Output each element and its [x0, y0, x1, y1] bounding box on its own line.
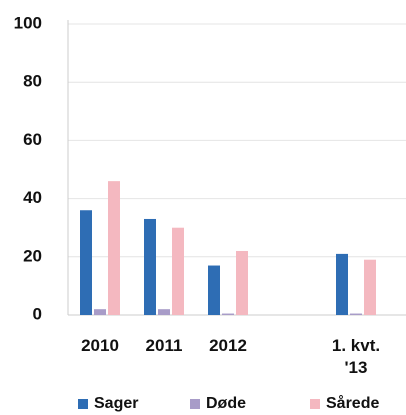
x-tick-label: 2011 — [145, 336, 183, 355]
bar — [364, 259, 376, 315]
x-tick-label: 1. kvt. '13 — [331, 336, 381, 377]
legend-swatch — [78, 399, 88, 409]
bar — [336, 253, 348, 315]
y-tick-label: 100 — [14, 13, 42, 32]
bar — [144, 218, 156, 315]
y-tick-label: 20 — [23, 246, 42, 265]
bar — [208, 265, 220, 315]
y-tick-label: 0 — [33, 304, 42, 323]
bar — [236, 250, 248, 315]
bar — [158, 309, 170, 315]
legend-label: Sårede — [326, 395, 380, 412]
legend-label: Sager — [94, 395, 139, 412]
y-tick-label: 80 — [23, 72, 42, 91]
y-tick-label: 40 — [23, 188, 42, 207]
legend-swatch — [190, 399, 200, 409]
x-tick-label: 2010 — [81, 336, 119, 355]
bar — [80, 210, 92, 315]
legend-item: Sårede — [310, 395, 379, 413]
legend-item: Døde — [190, 395, 246, 413]
bar — [108, 181, 120, 315]
legend-item: Sager — [78, 395, 138, 413]
bar — [222, 313, 234, 315]
y-tick-label: 60 — [23, 130, 42, 149]
bar — [350, 313, 362, 315]
bar — [172, 227, 184, 315]
legend-swatch — [310, 399, 320, 409]
bar — [94, 309, 106, 315]
x-tick-label: 2012 — [209, 336, 247, 355]
legend-label: Døde — [206, 395, 246, 412]
